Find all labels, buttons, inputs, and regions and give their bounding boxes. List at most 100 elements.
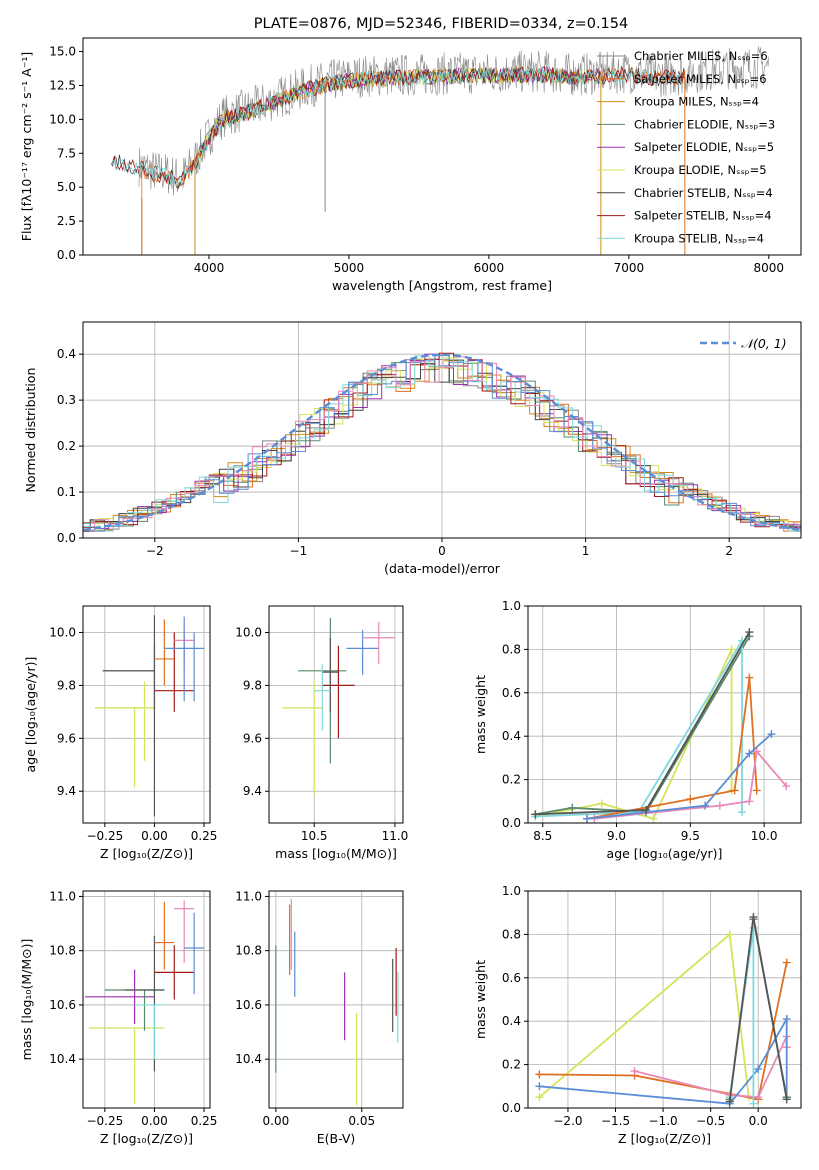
data-point xyxy=(782,1095,791,1104)
series-line xyxy=(535,649,733,820)
data-point xyxy=(745,749,754,758)
y-tick-label: 10.0 xyxy=(49,112,76,126)
x-tick-label: 10.5 xyxy=(301,829,328,843)
errorbar-group xyxy=(94,615,205,817)
x-tick-label: 9.0 xyxy=(607,829,626,843)
histogram-step xyxy=(84,357,801,531)
data-point xyxy=(782,1015,791,1024)
chart-5: −0.25 0.00 0.25 10.4 10.6 10.8 11.0 Z [log₁₀(Z/… xyxy=(19,889,217,1146)
x-tick-label: −1 xyxy=(290,544,308,558)
y-tick-label: 10.0 xyxy=(235,625,262,639)
axes-frame xyxy=(82,37,802,256)
y-tick-label: 0.4 xyxy=(502,1014,521,1028)
data-point xyxy=(725,930,734,939)
data-point xyxy=(535,1070,544,1079)
data-point xyxy=(754,1064,763,1073)
y-tick-label: 10.8 xyxy=(235,944,262,958)
x-tick-label: 7000 xyxy=(614,261,645,275)
data-point xyxy=(630,1067,639,1076)
x-tick-label: 0.25 xyxy=(191,1114,218,1128)
y-tick-label: 0.0 xyxy=(57,248,76,262)
x-tick-label: 6000 xyxy=(474,261,505,275)
y-tick-label: 0.6 xyxy=(502,971,521,985)
data-point xyxy=(745,797,754,806)
x-tick-label: 1 xyxy=(582,544,590,558)
data-point xyxy=(642,805,651,814)
y-axis-label: age [log₁₀(age/yr)] xyxy=(23,657,38,773)
data-point xyxy=(727,645,736,654)
series-line xyxy=(586,733,773,820)
x-tick-label: −1.5 xyxy=(601,1114,630,1128)
x-tick-label: 0.00 xyxy=(141,829,168,843)
x-tick-label: 0.00 xyxy=(141,1114,168,1128)
legend-label: Kroupa STELIB, Nₛₛₚ=4 xyxy=(634,231,764,245)
y-tick-label: 9.8 xyxy=(57,678,76,692)
y-tick-label: 10.4 xyxy=(235,1052,262,1066)
legend-label: 𝒩(0, 1) xyxy=(741,336,787,351)
x-tick-label: −2.0 xyxy=(553,1114,582,1128)
x-tick-label: −2 xyxy=(146,544,164,558)
histogram-group xyxy=(83,352,801,532)
x-axis-label: Z [log₁₀(Z/Z⊙)] xyxy=(100,1131,193,1146)
y-tick-label: 10.6 xyxy=(235,998,262,1012)
y-tick-label: 12.5 xyxy=(49,78,76,92)
data-point xyxy=(531,810,540,819)
y-tick-label: 10.4 xyxy=(49,1052,76,1066)
y-tick-label: 0.0 xyxy=(502,1101,521,1115)
y-tick-label: 0.0 xyxy=(502,816,521,830)
x-axis-label: Z [log₁₀(Z/Z⊙)] xyxy=(100,846,193,861)
legend-label: Salpeter STELIB, Nₛₛₚ=4 xyxy=(634,209,772,223)
spectrum-line xyxy=(141,65,685,255)
errorbar-group xyxy=(281,617,395,796)
chart-0: PLATE=0876, MJD=52346, FIBERID=0334, z=0… xyxy=(19,16,802,293)
data-point xyxy=(568,803,577,812)
x-tick-label: 0 xyxy=(438,544,446,558)
x-tick-label: 0.00 xyxy=(263,1114,290,1128)
y-tick-label: 2.5 xyxy=(57,214,76,228)
series-group xyxy=(110,46,770,255)
data-point xyxy=(597,799,606,808)
y-tick-label: 9.6 xyxy=(57,731,76,745)
legend-label: Salpeter ELODIE, Nₛₛₚ=5 xyxy=(634,140,774,154)
y-axis-label: Normed distribution xyxy=(23,368,38,493)
errorbar-group xyxy=(84,900,205,1104)
y-tick-label: 10.6 xyxy=(49,998,76,1012)
line-group xyxy=(531,628,791,823)
line-group xyxy=(535,913,791,1108)
y-tick-label: 7.5 xyxy=(57,146,76,160)
y-tick-label: 10.8 xyxy=(49,944,76,958)
chart-3: 10.5 11.0 9.4 9.6 9.8 10.0 mass [log₁₀(M/M⊙)] xyxy=(235,605,408,861)
x-tick-label: 10.0 xyxy=(751,829,778,843)
data-point xyxy=(754,1093,763,1102)
spectrum-line xyxy=(110,65,685,186)
data-point xyxy=(701,801,710,810)
x-axis-label: Z [log₁₀(Z/Z⊙)] xyxy=(618,1131,711,1146)
y-tick-label: 0.1 xyxy=(57,485,76,499)
data-point xyxy=(686,795,695,804)
x-axis-label: E(B-V) xyxy=(317,1131,356,1146)
x-tick-label: 4000 xyxy=(194,261,225,275)
data-point xyxy=(715,801,724,810)
x-axis-label: age [log₁₀(age/yr)] xyxy=(607,846,723,861)
x-tick-label: −0.5 xyxy=(696,1114,725,1128)
data-point xyxy=(730,786,739,795)
data-point xyxy=(767,730,776,739)
data-point xyxy=(749,913,758,922)
spectrum-line xyxy=(138,46,770,196)
chart-title: PLATE=0876, MJD=52346, FIBERID=0334, z=0… xyxy=(254,16,628,32)
x-axis-label: mass [log₁₀(M/M⊙)] xyxy=(275,846,397,861)
x-tick-label: 0.0 xyxy=(749,1114,768,1128)
data-point xyxy=(749,1099,758,1108)
series-line xyxy=(535,637,743,818)
data-point xyxy=(782,958,791,967)
y-tick-label: 0.3 xyxy=(57,393,76,407)
x-tick-label: −0.25 xyxy=(86,1114,123,1128)
data-point xyxy=(752,747,761,756)
x-tick-label: 8.5 xyxy=(533,829,552,843)
data-point xyxy=(745,673,754,682)
chart-6: 0.00 0.05 10.4 10.6 10.8 11.0 E(B-V) xyxy=(235,889,404,1146)
y-tick-label: 1.0 xyxy=(502,884,521,898)
y-tick-label: 0.4 xyxy=(57,347,76,361)
y-tick-label: 9.4 xyxy=(57,784,76,798)
